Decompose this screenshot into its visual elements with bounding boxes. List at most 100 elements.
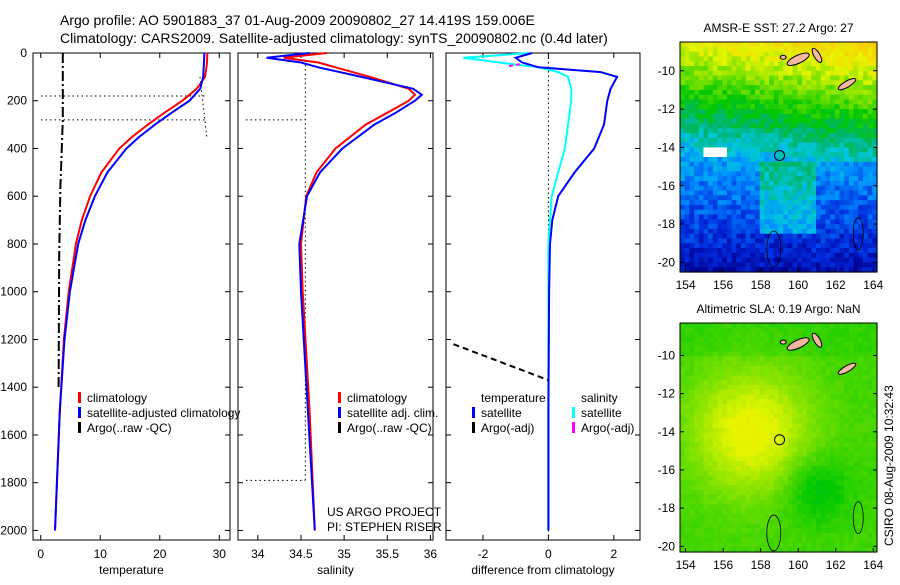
map-cell [858,456,864,462]
map-cell [848,394,855,400]
map-cell [773,499,780,505]
map-cell [778,466,784,472]
map-cell [853,413,859,419]
map-cell [726,161,733,168]
map-cell [759,475,765,482]
map-cell [741,389,747,396]
map-cell [872,42,878,48]
map-cell [806,394,812,400]
map-cell [694,137,700,144]
map-cell [745,181,751,187]
map-cell [708,475,714,482]
map-cell [783,89,789,96]
map-cell [853,99,859,105]
map-cell [741,537,747,544]
map-cell [689,428,695,434]
map-cell [787,80,794,86]
map-cell [694,61,700,67]
map-cell [839,475,845,482]
map-cell [731,356,737,362]
map-cell [811,56,817,62]
map-cell [741,518,747,524]
map-cell [811,262,817,268]
map-cell [806,365,812,372]
map-cell [731,214,737,220]
map-cell [811,195,817,201]
map-cell [872,399,878,405]
map-cell [722,51,728,57]
map-cell [848,513,855,520]
map-cell [726,219,733,225]
map-cell [844,204,850,211]
map-cell [708,46,714,53]
map-cell [773,323,780,329]
map-cell [848,509,855,515]
map-cell [764,451,770,458]
map-cell [755,70,761,77]
map-cell [745,228,751,235]
map-cell [853,51,859,57]
map-cell [802,437,808,443]
map-cell [731,142,737,148]
map-cell [736,113,742,120]
map-cell [680,408,686,415]
map-cell [712,209,719,216]
map-cell [759,104,765,110]
map-cell [773,385,780,391]
map-cell [844,518,850,524]
map-cell [820,399,826,405]
map-cell [867,408,873,415]
map-cell [755,109,761,115]
map-cell [745,51,751,57]
map-cell [853,128,859,134]
map-cell [867,128,873,134]
map-cell [797,490,803,496]
map-cell [783,332,789,338]
map-cell [731,267,737,273]
map-cell [792,85,798,91]
map-cell [839,257,845,263]
map-cell [722,61,728,67]
map-cell [694,142,700,148]
map-cell [792,228,798,235]
map-cell [717,532,723,539]
map-cell [731,228,737,235]
map-cell [853,518,859,524]
map-cell [848,228,855,235]
map-cell [844,243,850,249]
map-cell [722,142,728,148]
map-cell [816,190,822,196]
map-cell [792,133,798,139]
map-cell [806,42,812,48]
map-cell [778,94,784,101]
map-cell [769,404,775,410]
map-cell [684,204,690,211]
map-cell [839,128,845,134]
map-cell [806,262,812,268]
map-cell [708,504,714,510]
map-cell [848,447,855,453]
map-cell [755,267,761,273]
map-cell [698,504,705,510]
map-cell [858,394,864,400]
map-cell [848,262,855,268]
map-cell [708,447,714,453]
map-cell [806,528,812,534]
map-cell [769,51,775,57]
map-cell [787,504,794,510]
map-cell [806,176,812,182]
map-cell [717,547,723,553]
map-cell [741,56,747,62]
map-cell [820,142,826,148]
map-cell [773,332,780,338]
map-cell [755,66,761,72]
map-cell [703,423,709,429]
map-cell [820,490,826,496]
map-cell [736,161,742,168]
map-cell [755,128,761,134]
map-cell [712,176,719,182]
map-cell [811,80,817,86]
map-cell [802,243,808,249]
map-cell [783,104,789,110]
map-cell [708,51,714,57]
